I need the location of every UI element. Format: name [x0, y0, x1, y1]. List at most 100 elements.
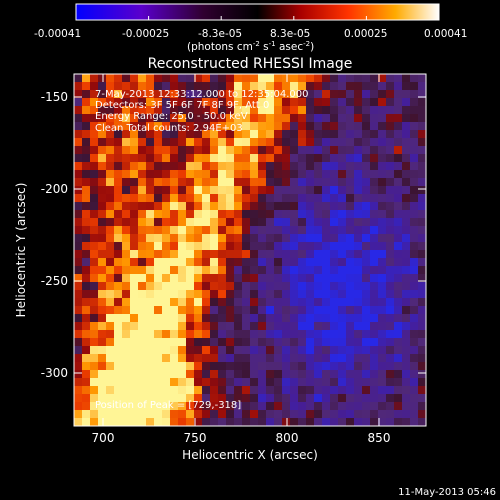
- heatmap-cell: [282, 346, 291, 355]
- heatmap-cell: [130, 258, 139, 267]
- heatmap-cell: [218, 130, 227, 139]
- heatmap-cell: [90, 418, 99, 426]
- heatmap-cell: [98, 386, 107, 395]
- heatmap-cell: [418, 130, 426, 139]
- heatmap-cell: [106, 74, 115, 83]
- heatmap-cell: [170, 298, 179, 307]
- heatmap-cell: [410, 170, 419, 179]
- heatmap-cell: [186, 154, 195, 163]
- heatmap-cell: [138, 290, 147, 299]
- heatmap-cell: [298, 418, 307, 426]
- heatmap-cell: [290, 122, 299, 131]
- heatmap-cell: [298, 154, 307, 163]
- heatmap-cell: [90, 378, 99, 387]
- heatmap-cell: [274, 386, 283, 395]
- heatmap-cell: [402, 250, 411, 259]
- heatmap-cell: [338, 130, 347, 139]
- x-tick-label: 800: [276, 431, 299, 445]
- heatmap-cell: [314, 210, 323, 219]
- heatmap-cell: [338, 186, 347, 195]
- heatmap-cell: [346, 322, 355, 331]
- heatmap-cell: [402, 370, 411, 379]
- heatmap-cell: [402, 314, 411, 323]
- heatmap-cell: [178, 210, 187, 219]
- heatmap-cell: [234, 226, 243, 235]
- heatmap-cell: [138, 338, 147, 347]
- heatmap-cell: [82, 410, 91, 419]
- heatmap-cell: [378, 386, 387, 395]
- heatmap-cell: [306, 346, 315, 355]
- heatmap-cell: [306, 362, 315, 371]
- heatmap-cell: [162, 290, 171, 299]
- heatmap-cell: [154, 338, 163, 347]
- heatmap-cell: [330, 338, 339, 347]
- heatmap-cell: [178, 258, 187, 267]
- heatmap-cell: [114, 338, 123, 347]
- heatmap-cell: [338, 314, 347, 323]
- heatmap-cell: [338, 394, 347, 403]
- heatmap-cell: [282, 258, 291, 267]
- heatmap-cell: [266, 218, 275, 227]
- heatmap-cell: [250, 306, 259, 315]
- heatmap-cell: [234, 74, 243, 83]
- heatmap-cell: [226, 170, 235, 179]
- heatmap-cell: [146, 394, 155, 403]
- heatmap-cell: [306, 370, 315, 379]
- heatmap-cell: [122, 186, 131, 195]
- heatmap-cell: [218, 98, 227, 107]
- heatmap-cell: [74, 402, 83, 411]
- heatmap-cell: [178, 386, 187, 395]
- heatmap-cell: [250, 266, 259, 275]
- heatmap-cell: [138, 90, 147, 99]
- heatmap-cell: [394, 354, 403, 363]
- heatmap-cell: [362, 74, 371, 83]
- heatmap-cell: [154, 130, 163, 139]
- heatmap-cell: [298, 194, 307, 203]
- heatmap-cell: [322, 354, 331, 363]
- heatmap-cell: [210, 226, 219, 235]
- heatmap-cell: [378, 306, 387, 315]
- heatmap-cell: [258, 266, 267, 275]
- heatmap-cell: [282, 418, 291, 426]
- heatmap-cell: [82, 354, 91, 363]
- heatmap-cell: [250, 82, 259, 91]
- heatmap-cell: [98, 154, 107, 163]
- heatmap-cell: [322, 306, 331, 315]
- heatmap-cell: [154, 402, 163, 411]
- heatmap-cell: [266, 82, 275, 91]
- heatmap-cell: [386, 250, 395, 259]
- heatmap-cell: [250, 130, 259, 139]
- heatmap-cell: [218, 194, 227, 203]
- heatmap-cell: [138, 266, 147, 275]
- heatmap-cell: [306, 226, 315, 235]
- heatmap-cell: [282, 378, 291, 387]
- heatmap-cell: [210, 258, 219, 267]
- heatmap-cell: [394, 274, 403, 283]
- heatmap-cell: [258, 162, 267, 171]
- heatmap-cell: [258, 258, 267, 267]
- heatmap-cell: [418, 362, 426, 371]
- heatmap-cell: [210, 122, 219, 131]
- heatmap-cell: [90, 370, 99, 379]
- heatmap-cell: [314, 170, 323, 179]
- heatmap-cell: [266, 106, 275, 115]
- heatmap-cell: [362, 218, 371, 227]
- heatmap-cell: [314, 290, 323, 299]
- heatmap-cell: [282, 242, 291, 251]
- heatmap-cell: [90, 98, 99, 107]
- heatmap-cell: [338, 234, 347, 243]
- heatmap-cell: [226, 378, 235, 387]
- heatmap-cell: [354, 234, 363, 243]
- heatmap-cell: [122, 290, 131, 299]
- heatmap-cell: [378, 178, 387, 187]
- heatmap-cell: [410, 250, 419, 259]
- heatmap-cell: [210, 394, 219, 403]
- heatmap-cell: [354, 82, 363, 91]
- heatmap-cell: [122, 386, 131, 395]
- heatmap-cell: [138, 138, 147, 147]
- heatmap-cell: [154, 138, 163, 147]
- heatmap-cell: [90, 130, 99, 139]
- heatmap-cell: [330, 242, 339, 251]
- heatmap-cell: [122, 282, 131, 291]
- heatmap-cell: [314, 274, 323, 283]
